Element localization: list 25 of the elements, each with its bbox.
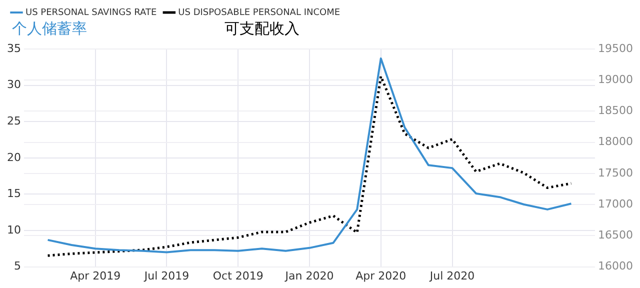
text: 个人储蓄率 <box>12 19 87 38</box>
y-tick-label: 25 <box>6 114 21 128</box>
y2-tick-label: 18000 <box>598 135 634 148</box>
x-tick-label: Apr 2019 <box>70 269 121 282</box>
y-tick-label: 30 <box>6 78 21 92</box>
y2-tick-label: 16500 <box>598 228 634 242</box>
y2-tick-label: 16000 <box>598 260 634 273</box>
y-tick-label: 20 <box>6 150 21 164</box>
y-tick-label: 35 <box>6 42 21 55</box>
x-tick-label: Jan 2020 <box>284 269 334 282</box>
y2-tick-label: 19000 <box>598 72 634 86</box>
x-tick-label: Apr 2020 <box>356 269 406 282</box>
y2-tick-label: 17000 <box>598 197 634 210</box>
legend-label: US PERSONAL SAVINGS RATE <box>26 8 157 18</box>
y-tick-label: 10 <box>6 223 21 236</box>
text: 可支配收入 <box>224 19 300 38</box>
legend-label: US DISPOSABLE PERSONAL INCOME <box>178 8 340 18</box>
y-tick-label: 5 <box>14 260 21 273</box>
y2-tick-label: 18500 <box>598 104 634 118</box>
x-tick-label: Oct 2019 <box>212 269 264 282</box>
x-tick-label: Jul 2019 <box>143 269 190 282</box>
y2-tick-label: 19500 <box>598 42 634 55</box>
y-tick-label: 15 <box>6 187 21 200</box>
y2-tick-label: 17500 <box>598 166 634 180</box>
x-tick-label: Jul 2020 <box>428 269 475 282</box>
